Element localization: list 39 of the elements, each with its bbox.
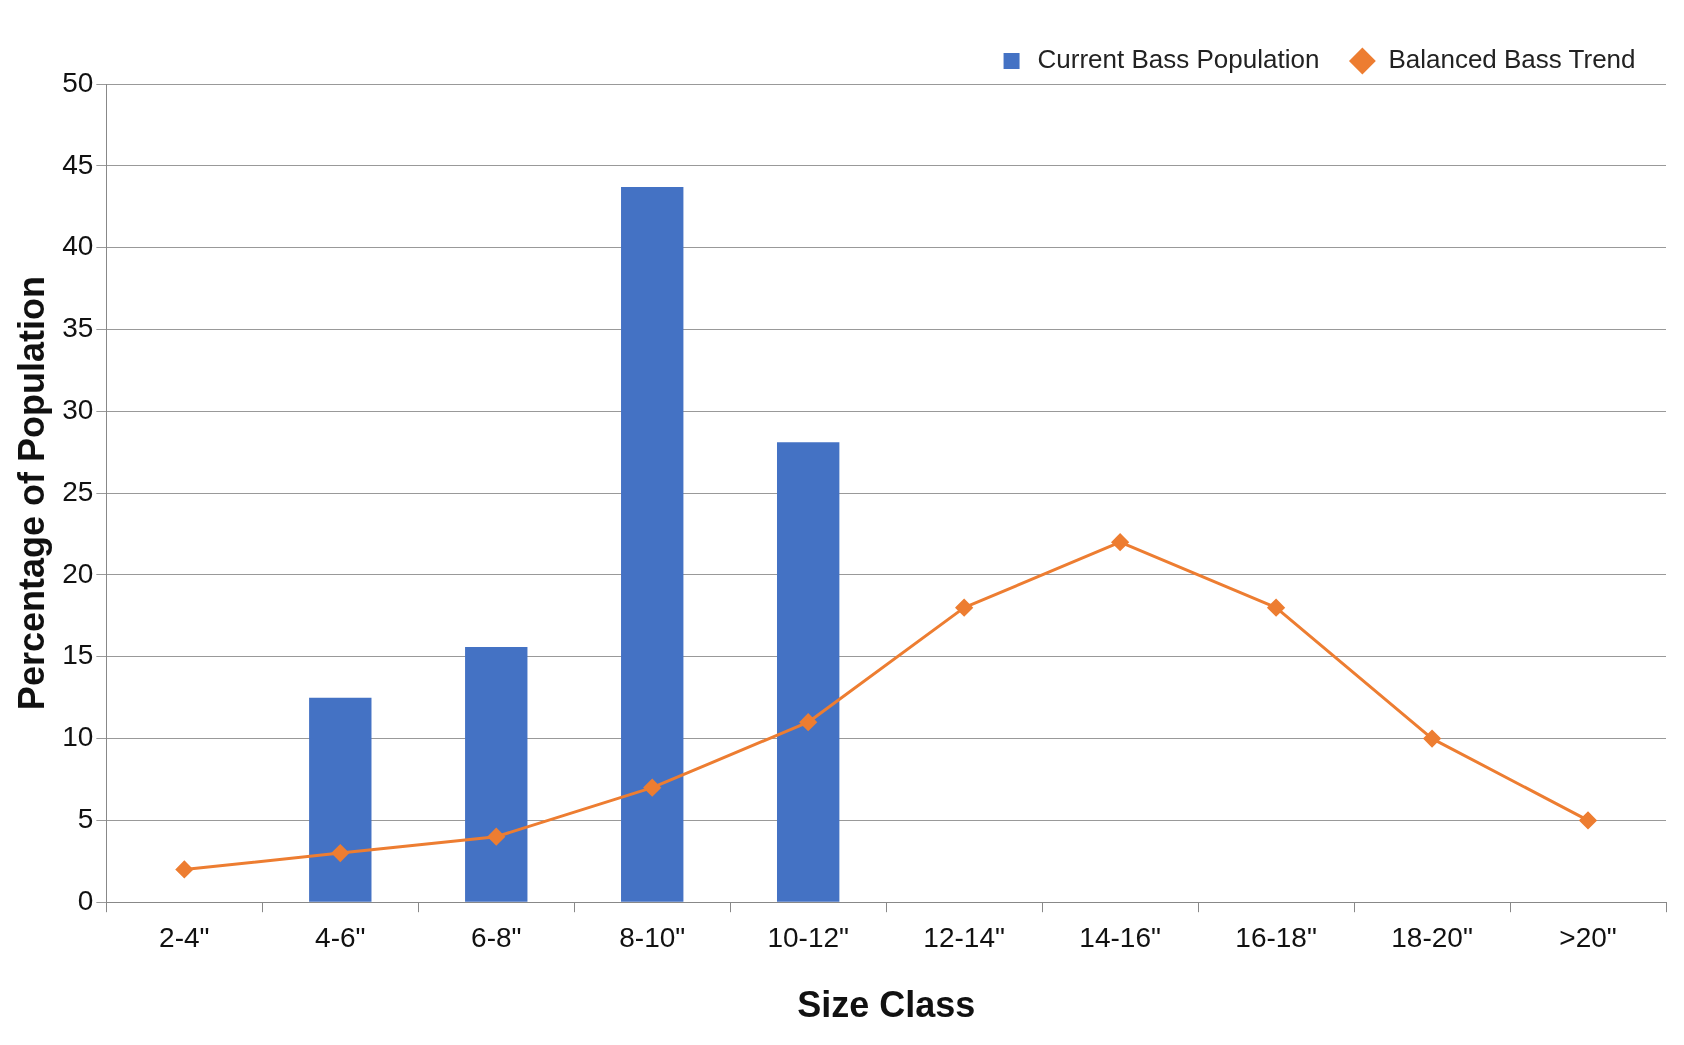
bar: [309, 697, 372, 902]
legend-label: Current Bass Population: [1037, 44, 1320, 75]
point: [1423, 730, 1441, 748]
bar: [777, 442, 840, 902]
point: [487, 828, 505, 846]
legend-label: Balanced Bass Trend: [1388, 44, 1636, 75]
bar: [621, 187, 684, 902]
y-tick-label: 15: [62, 639, 94, 671]
point: [1267, 599, 1285, 617]
x-tick-label: 4-6": [315, 921, 366, 953]
x-tick-label: 18-20": [1391, 921, 1473, 953]
point: [1111, 533, 1129, 551]
point: [955, 599, 973, 617]
y-tick-label: 20: [62, 557, 94, 589]
point: [1579, 811, 1597, 829]
y-tick-label: 0: [77, 884, 94, 916]
y-tick-label: 40: [62, 230, 94, 262]
y-tick-label: 35: [62, 312, 94, 344]
point: [331, 844, 349, 862]
point: [799, 713, 817, 731]
y-tick-label: 50: [62, 66, 94, 98]
x-tick-label: 2-4": [159, 921, 210, 953]
x-tick-label: 8-10": [619, 921, 686, 953]
x-tick-label: >20": [1559, 921, 1617, 953]
y-tick-label: 30: [62, 394, 94, 425]
y-tick-label: 25: [62, 475, 94, 507]
x-tick-label: 6-8": [471, 921, 522, 953]
x-tick-label: 10-12": [767, 921, 849, 953]
y-axis-title: Percentage of Population: [10, 276, 52, 711]
x-axis-title: Size Class: [797, 984, 976, 1026]
y-tick-label: 45: [62, 148, 94, 180]
x-tick-label: 14-16": [1079, 921, 1161, 953]
point: [643, 779, 661, 797]
x-tick-label: 16-18": [1235, 921, 1317, 953]
x-tick-label: 12-14": [923, 921, 1005, 953]
y-tick-label: 10: [62, 721, 94, 753]
y-tick-label: 5: [77, 803, 94, 835]
point: [175, 860, 193, 878]
bar: [465, 646, 528, 902]
